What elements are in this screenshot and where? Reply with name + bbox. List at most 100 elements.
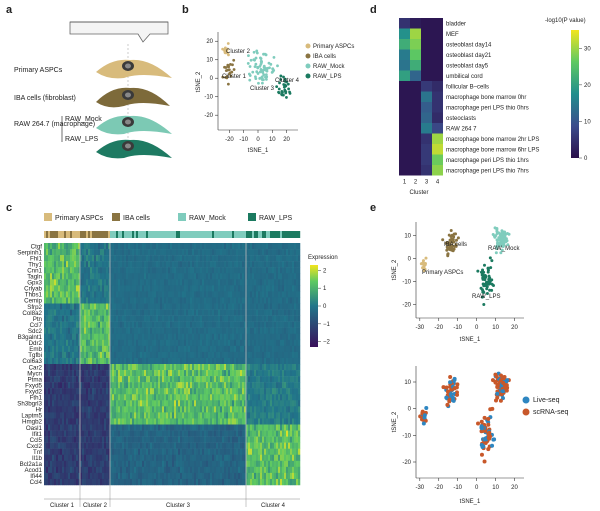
c-cell	[140, 297, 143, 304]
c-cell	[78, 424, 81, 431]
c-cell	[276, 412, 279, 419]
c-cell	[280, 448, 283, 455]
c-cell	[134, 424, 137, 431]
c-cell	[130, 430, 133, 437]
c-cell	[264, 400, 267, 407]
c-cell	[130, 442, 133, 449]
c-cell	[168, 261, 171, 268]
c-cell	[216, 382, 219, 389]
c-cell	[112, 436, 115, 443]
c-cell	[60, 370, 63, 377]
c-cell	[148, 376, 151, 383]
c-cell	[254, 448, 257, 455]
c-cell	[212, 448, 215, 455]
c-cell	[84, 267, 87, 274]
c-cell	[256, 309, 259, 316]
c-cell	[266, 376, 269, 383]
c-cell	[70, 448, 73, 455]
expression-heatmap-c: Primary ASPCs IBA cells RAW_Mock RAW_LPS Ct…	[17, 213, 338, 509]
c-cell	[170, 249, 173, 256]
c-cell	[262, 255, 265, 262]
d-cell	[410, 39, 421, 50]
c-cell	[146, 351, 149, 359]
c-cell	[74, 436, 77, 443]
d-cell	[421, 18, 432, 29]
c-cell	[114, 430, 117, 437]
c-cell	[48, 442, 51, 449]
c-cell	[116, 273, 119, 280]
c-cell	[190, 412, 193, 419]
c-annotation-cell	[278, 231, 281, 238]
c-annotation-cell	[264, 231, 267, 238]
c-cell	[154, 430, 157, 437]
c-cell	[152, 345, 155, 353]
c-cell	[186, 303, 189, 310]
c-cell	[216, 406, 219, 413]
c-cell	[58, 442, 61, 449]
c-cell	[74, 376, 77, 383]
c-cell	[284, 249, 287, 256]
c-cell	[136, 394, 139, 401]
c-cell	[60, 430, 63, 437]
c-cell	[220, 448, 223, 455]
c-cell	[244, 303, 247, 310]
c-cell	[218, 279, 221, 286]
c-cell	[166, 436, 169, 443]
c-cell	[242, 285, 245, 292]
c-cell	[100, 382, 103, 389]
c-cell	[162, 364, 165, 371]
c-cell	[214, 327, 217, 334]
c-cell	[228, 345, 231, 353]
c-cell	[134, 315, 137, 322]
c-annotation-cell	[152, 231, 155, 238]
c-cell	[250, 345, 253, 353]
c-cell	[140, 327, 143, 334]
c-cell	[58, 424, 61, 431]
c-cell	[146, 255, 149, 262]
b-point	[268, 66, 271, 70]
c-cell	[192, 394, 195, 401]
c-cell	[284, 370, 287, 377]
c-cell	[82, 454, 85, 462]
c-cell	[260, 382, 263, 389]
c-cell	[108, 388, 111, 395]
c-cell	[298, 394, 301, 401]
c-cell	[66, 345, 69, 353]
c-cell	[218, 357, 221, 365]
c-cell	[120, 249, 123, 256]
c-cell	[264, 436, 267, 443]
c-cell	[50, 370, 53, 377]
c-cell	[72, 357, 75, 365]
c-cell	[210, 388, 213, 395]
c-cell	[194, 345, 197, 353]
c-cell	[222, 394, 225, 401]
c-cell	[78, 418, 81, 425]
c-cell	[54, 339, 57, 347]
c-cell	[290, 339, 293, 347]
c-cell	[252, 364, 255, 371]
c-cell	[262, 327, 265, 334]
c-cell	[270, 357, 273, 365]
c-cell	[134, 339, 137, 347]
c-cell	[284, 345, 287, 353]
c-cell	[148, 394, 151, 401]
c-cell	[202, 448, 205, 455]
c-cell	[126, 430, 129, 437]
c-cell	[260, 394, 263, 401]
c-cell	[220, 291, 223, 298]
c-cell	[86, 309, 89, 316]
c-cell	[250, 424, 253, 431]
c-cell	[60, 400, 63, 407]
c-cell	[142, 285, 145, 292]
c-cell	[208, 454, 211, 462]
c-cell	[190, 424, 193, 431]
c-cell	[106, 345, 109, 353]
c-cell	[202, 412, 205, 419]
c-cell	[96, 291, 99, 298]
c-cell	[188, 339, 191, 347]
c-cell	[292, 388, 295, 395]
c-cell	[268, 255, 271, 262]
c-cell	[186, 388, 189, 395]
c-annotation-cell	[294, 231, 297, 238]
c-cell	[282, 394, 285, 401]
